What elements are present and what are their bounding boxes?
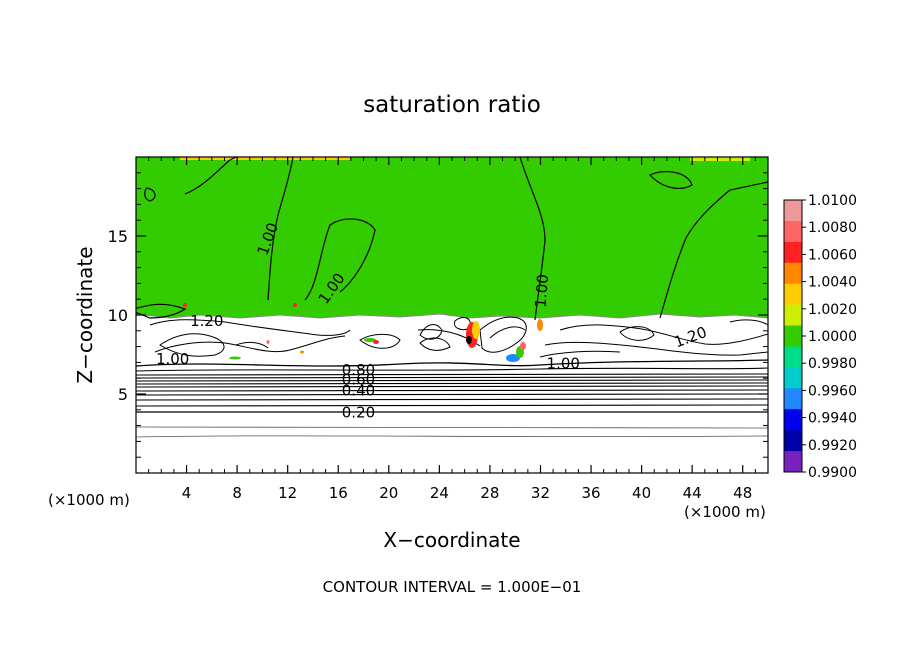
y-tick-label: 5 xyxy=(118,385,128,404)
colorbar-label: 0.9980 xyxy=(808,356,857,372)
x-unit-right: (×1000 m) xyxy=(684,503,766,521)
colorbar-swatch xyxy=(784,367,802,389)
colorbar-label: 1.0000 xyxy=(808,329,857,345)
x-tick-label: 32 xyxy=(531,484,550,502)
x-tick-label: 44 xyxy=(683,484,702,502)
contour-label-group: 1.20 xyxy=(190,312,223,330)
colorbar-swatch xyxy=(784,346,802,368)
x-tick-label: 24 xyxy=(430,484,449,502)
colorbar-swatch xyxy=(784,388,802,410)
colorbar-swatch xyxy=(784,283,802,306)
x-tick-label: 48 xyxy=(733,484,752,502)
contour-label-group: 1.00 xyxy=(156,350,189,368)
contour-label: 0.80 xyxy=(342,361,375,379)
contour-label: 1.00 xyxy=(531,273,552,308)
colorbar-label: 0.9960 xyxy=(808,383,857,399)
green-supersaturated-region xyxy=(136,157,768,318)
x-tick-label: 20 xyxy=(379,484,398,502)
top-boundary-highlight-2 xyxy=(690,157,750,161)
chart-title: saturation ratio xyxy=(363,92,541,118)
contour-label: 1.00 xyxy=(547,355,580,373)
colorbar-swatch xyxy=(784,430,802,452)
upper-contours xyxy=(136,157,768,321)
colorbar-label: 1.0020 xyxy=(808,302,857,318)
y-axis-ticks: 5 10 15 xyxy=(108,172,768,458)
y-tick-label: 15 xyxy=(108,227,128,246)
contour-label: 0.60 xyxy=(342,371,375,389)
x-tick-label: 40 xyxy=(632,484,651,502)
contour-label: 1.00 xyxy=(156,350,189,368)
x-unit-left: (×1000 m) xyxy=(48,491,130,509)
colorbar-swatch xyxy=(784,409,802,431)
y-axis-label: Z−coordinate xyxy=(73,246,97,383)
x-tick-label: 28 xyxy=(480,484,499,502)
contour-label-group: 0.20 xyxy=(342,404,375,422)
colorbar-label: 0.9900 xyxy=(808,465,857,481)
horizontal-contours xyxy=(136,359,768,438)
colorbar-swatch xyxy=(784,325,802,347)
colorbar-label: 1.0060 xyxy=(808,247,857,263)
contour-label-group: 0.80 xyxy=(342,361,375,379)
contour-label-group: 1.00 xyxy=(547,355,580,373)
x-axis-ticks: 4 8 12 16 20 24 28 32 36 40 44 48 xyxy=(148,157,756,502)
cloud-contours xyxy=(149,316,768,358)
colorbar: 1.0100 1.0080 1.0060 1.0040 1.0020 1.0000 0.99… xyxy=(783,193,857,481)
top-boundary-highlight xyxy=(180,157,350,160)
colorbar-swatch xyxy=(784,220,802,243)
colorbar-label: 1.0040 xyxy=(808,275,857,291)
colorbar-swatch xyxy=(784,262,802,285)
contour-labels: 1.001.00 1.001.201.201.00 1.000.800.600.40… xyxy=(156,220,709,422)
plot-area: 1.001.00 1.001.201.201.00 1.000.800.600.40… xyxy=(136,157,768,473)
colorbar-label: 0.9920 xyxy=(808,438,857,454)
contour-label: 0.40 xyxy=(342,382,375,400)
contour-interval-footer: CONTOUR INTERVAL = 1.000E−01 xyxy=(323,578,582,596)
colorbar-swatch xyxy=(784,304,802,327)
x-axis-label: X−coordinate xyxy=(383,528,520,552)
colorbar-label: 1.0080 xyxy=(808,220,857,236)
contour-label: 0.20 xyxy=(342,404,375,422)
x-tick-label: 4 xyxy=(182,484,192,502)
x-tick-label: 12 xyxy=(278,484,297,502)
colorbar-swatch xyxy=(784,200,802,222)
colorbar-swatch xyxy=(784,451,802,473)
contour-label-group: 0.40 xyxy=(342,382,375,400)
x-tick-label: 36 xyxy=(581,484,600,502)
contour-label-group: 1.00 xyxy=(531,273,552,308)
cloud-top-thin-line xyxy=(136,313,768,319)
colorbar-swatch xyxy=(784,241,802,264)
y-tick-label: 10 xyxy=(108,306,128,325)
colorbar-label: 1.0100 xyxy=(808,193,857,209)
contour-label-group: 0.60 xyxy=(342,371,375,389)
contour-label: 1.20 xyxy=(190,312,223,330)
x-tick-label: 8 xyxy=(232,484,242,502)
color-patches xyxy=(183,303,543,362)
colorbar-label: 0.9940 xyxy=(808,411,857,427)
x-tick-label: 16 xyxy=(329,484,348,502)
